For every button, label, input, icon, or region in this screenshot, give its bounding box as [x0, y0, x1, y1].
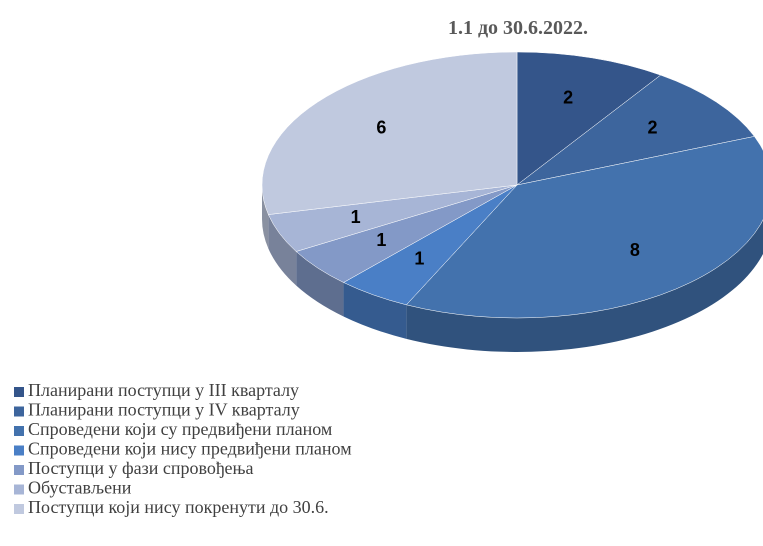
data-label: 1	[376, 230, 386, 250]
legend-swatch	[14, 445, 24, 456]
pie-slice-side	[343, 282, 407, 339]
legend-label: Поступци у фази спровођења	[28, 458, 254, 478]
pie-slice	[261, 51, 518, 215]
data-label: 2	[648, 117, 658, 137]
data-label: 8	[630, 240, 640, 260]
legend-label: Планирани поступци у III кварталу	[28, 380, 299, 400]
legend-swatch	[14, 484, 24, 495]
legend-swatch	[14, 406, 24, 417]
legend-label: Планирани поступци у IV кварталу	[28, 400, 300, 420]
pie-slice-side	[296, 251, 344, 317]
pie-slice-side	[406, 219, 763, 352]
pie-slice	[516, 51, 662, 186]
legend-label: Поступци који нису покренути до 30.6.	[28, 497, 329, 517]
pie-slice	[516, 74, 755, 186]
data-label: 1	[414, 248, 424, 268]
chart-title: 1.1 до 30.6.2022.	[448, 17, 588, 39]
data-label: 1	[351, 207, 361, 227]
legend-label: Обустављени	[28, 478, 132, 498]
legend-swatch	[14, 504, 24, 514]
legend-label: Спроведени који су предвиђени планом	[28, 419, 332, 439]
legend-swatch	[14, 387, 24, 397]
legend-swatch	[14, 426, 24, 436]
legend-swatch	[14, 465, 24, 475]
data-label: 6	[376, 117, 386, 137]
legend-label: Спроведени који нису предвиђени планом	[28, 439, 352, 459]
data-label: 2	[563, 87, 573, 107]
pie-slice	[405, 136, 763, 319]
pie-slice-side	[268, 214, 297, 286]
